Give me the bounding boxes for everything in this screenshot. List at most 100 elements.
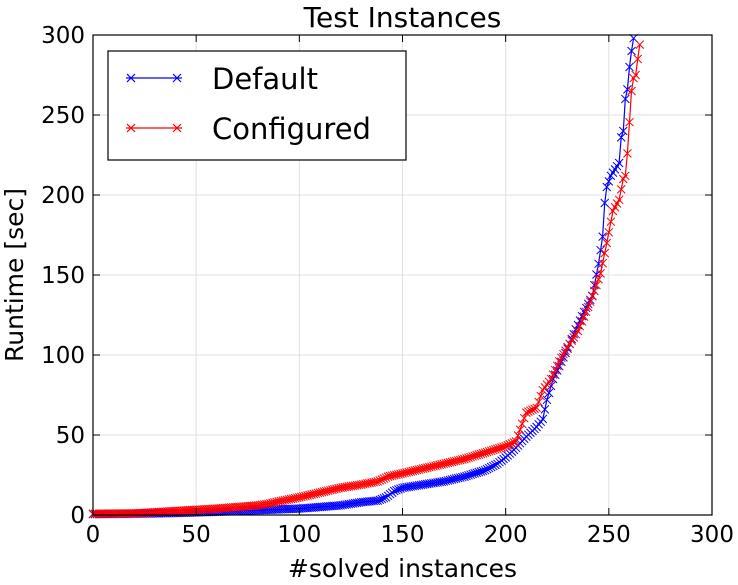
data-point-configured <box>592 280 601 290</box>
data-point-configured <box>552 361 562 371</box>
data-point-configured <box>575 321 585 331</box>
data-point-configured <box>623 149 632 158</box>
data-point-configured <box>587 291 597 301</box>
data-point-configured <box>119 509 129 518</box>
legend-marker-configured <box>172 123 182 133</box>
data-point-configured <box>524 407 533 416</box>
data-point-default <box>540 405 550 414</box>
data-point-default <box>379 493 389 503</box>
legend: Default Configured <box>107 50 407 161</box>
data-point-configured <box>577 317 587 326</box>
data-point-configured <box>600 248 610 258</box>
legend-box <box>107 50 407 161</box>
data-point-configured <box>375 476 385 485</box>
data-point-configured <box>528 405 537 415</box>
data-point-configured <box>90 509 100 519</box>
legend-label-configured: Configured <box>212 112 371 146</box>
x-tick-label: 200 <box>484 522 528 548</box>
data-point-configured <box>94 509 104 519</box>
data-point-default <box>569 329 579 339</box>
data-point-configured <box>585 297 595 307</box>
data-point-configured <box>548 370 558 379</box>
data-point-configured <box>501 441 511 451</box>
data-point-default <box>544 388 554 398</box>
data-point-configured <box>511 437 521 446</box>
data-point-default <box>488 461 498 471</box>
data-point-configured <box>635 40 645 49</box>
data-point-configured <box>96 509 106 519</box>
x-tick-label: 50 <box>182 522 211 548</box>
data-point-configured <box>590 286 599 296</box>
data-point-default <box>490 460 500 470</box>
data-point-configured <box>606 217 616 227</box>
data-point-configured <box>550 365 560 375</box>
data-point-configured <box>579 312 589 321</box>
x-tick-label: 150 <box>381 522 425 548</box>
data-point-configured <box>521 408 531 417</box>
data-point-default <box>596 245 605 255</box>
data-point-configured <box>105 509 114 518</box>
legend-marker-default <box>126 73 136 83</box>
data-point-configured <box>526 406 535 416</box>
data-point-configured <box>123 509 133 518</box>
data-point-configured <box>103 509 112 518</box>
data-point-default <box>598 232 607 241</box>
data-point-default <box>620 94 630 104</box>
series-layer <box>88 33 645 519</box>
data-point-configured <box>513 431 523 440</box>
data-point-configured <box>631 70 641 80</box>
data-point-default <box>627 46 636 56</box>
data-point-configured <box>101 509 110 518</box>
data-point-default <box>600 198 610 208</box>
data-point-configured <box>111 509 121 518</box>
data-point-configured <box>596 269 605 278</box>
data-point-default <box>602 182 612 192</box>
data-point-configured <box>546 374 556 384</box>
y-tick-label: 100 <box>41 343 85 369</box>
data-point-configured <box>530 404 539 414</box>
data-point-default <box>616 133 626 142</box>
data-point-configured <box>117 509 127 518</box>
y-tick-label: 250 <box>41 103 85 129</box>
data-point-configured <box>532 403 541 413</box>
data-point-default <box>484 463 494 473</box>
data-point-default <box>604 177 614 186</box>
legend-marker-default <box>172 73 182 83</box>
data-point-default <box>625 62 634 72</box>
chart-title: Test Instances <box>303 1 502 34</box>
data-point-configured <box>98 509 108 518</box>
y-tick-label: 150 <box>41 263 85 289</box>
data-point-configured <box>503 440 513 450</box>
data-point-configured <box>620 171 630 181</box>
data-point-configured <box>507 438 517 448</box>
data-point-default <box>542 395 552 405</box>
data-point-configured <box>379 474 389 483</box>
data-point-configured <box>598 258 607 268</box>
data-point-configured <box>616 185 626 194</box>
x-tick-label: 0 <box>86 522 101 548</box>
data-point-configured <box>604 227 614 237</box>
legend-entry-configured: Configured <box>126 112 371 146</box>
axis-ticks: 0 50 100 150 200 250 300 0 50 100 150 200 250 300 <box>41 23 734 548</box>
data-point-configured <box>121 509 131 518</box>
series-configured <box>88 40 645 519</box>
data-point-configured <box>517 419 527 429</box>
x-tick-label: 300 <box>690 522 734 548</box>
y-tick-label: 0 <box>70 503 85 529</box>
data-point-default <box>614 158 624 168</box>
data-point-configured <box>113 509 123 518</box>
data-point-configured <box>625 117 634 127</box>
data-point-configured <box>505 439 515 449</box>
data-point-configured <box>594 274 603 284</box>
data-point-configured <box>515 425 525 435</box>
data-point-default <box>482 464 492 474</box>
data-point-configured <box>602 238 612 248</box>
data-point-configured <box>614 195 624 205</box>
x-tick-label: 100 <box>277 522 321 548</box>
data-point-configured <box>373 477 383 486</box>
data-point-configured <box>627 86 636 96</box>
data-point-default <box>538 414 548 424</box>
x-axis-label: #solved instances <box>288 554 517 583</box>
data-point-default <box>480 465 490 475</box>
